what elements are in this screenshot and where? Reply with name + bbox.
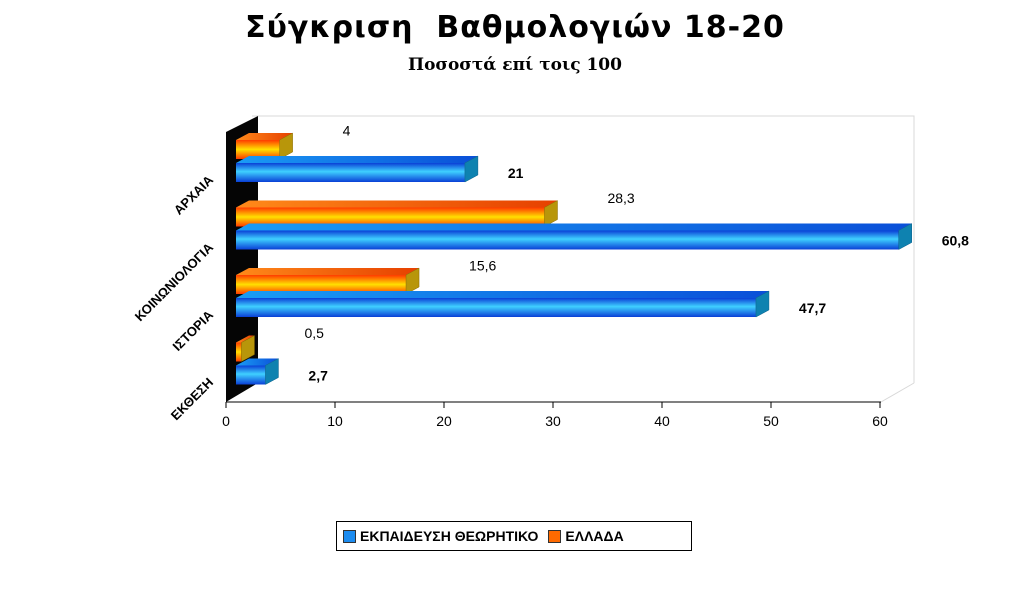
category-label-0: ΑΡΧΑΙΑ — [171, 172, 217, 218]
category-label-3: ΕΚΘΕΣΗ — [168, 375, 216, 423]
bar-ellada-1 — [236, 200, 558, 227]
x-tick-label-0: 0 — [222, 413, 230, 429]
x-tick-label-1: 10 — [327, 413, 343, 429]
x-tick-label-4: 40 — [654, 413, 670, 429]
bar-ellada-0 — [236, 132, 293, 160]
bar-theoritiko-2 — [236, 290, 770, 318]
chart-subtitle: Ποσοστά επί τοις 100 — [408, 55, 622, 75]
chart-title: Σύγκριση Βαθμολογιών 18-20 — [245, 10, 785, 45]
plot-back-wall — [252, 115, 915, 383]
plot-floor-edge — [880, 382, 915, 403]
value-label-ellada-2: 15,6 — [469, 258, 496, 274]
value-label-theoritiko-3: 2,7 — [308, 368, 328, 384]
value-label-theoritiko-0: 21 — [508, 165, 524, 181]
x-tick-label-3: 30 — [545, 413, 561, 429]
value-label-theoritiko-1: 60,8 — [942, 233, 969, 249]
value-label-ellada-0: 4 — [343, 123, 351, 139]
plot-side-wall — [226, 116, 258, 402]
chart-legend: ΕΚΠΑΙΔΕΥΣΗ ΘΕΩΡΗΤΙΚΟ ΕΛΛΑΔΑ — [336, 521, 692, 551]
legend-item-series-1: ΕΚΠΑΙΔΕΥΣΗ ΘΕΩΡΗΤΙΚΟ — [343, 528, 538, 544]
x-tick-label-5: 50 — [763, 413, 779, 429]
value-label-ellada-3: 0,5 — [304, 325, 324, 341]
x-tick-label-2: 20 — [436, 413, 452, 429]
legend-swatch-orange — [548, 529, 562, 543]
x-tick-label-6: 60 — [872, 413, 888, 429]
legend-item-series-2: ΕΛΛΑΔΑ — [548, 528, 624, 544]
legend-label-series-1: ΕΚΠΑΙΔΕΥΣΗ ΘΕΩΡΗΤΙΚΟ — [360, 528, 539, 544]
bar-ellada-3 — [236, 335, 255, 362]
legend-swatch-blue — [343, 529, 356, 543]
category-label-2: ΙΣΤΟΡΙΑ — [170, 307, 217, 354]
legend-label-series-2: ΕΛΛΑΔΑ — [565, 528, 624, 544]
value-label-ellada-1: 28,3 — [607, 190, 634, 206]
bar-ellada-2 — [236, 267, 420, 295]
bar-theoritiko-0 — [236, 155, 479, 183]
bar-theoritiko-1 — [236, 223, 912, 250]
value-label-theoritiko-2: 47,7 — [799, 300, 826, 316]
bar-theoritiko-3 — [236, 358, 279, 385]
